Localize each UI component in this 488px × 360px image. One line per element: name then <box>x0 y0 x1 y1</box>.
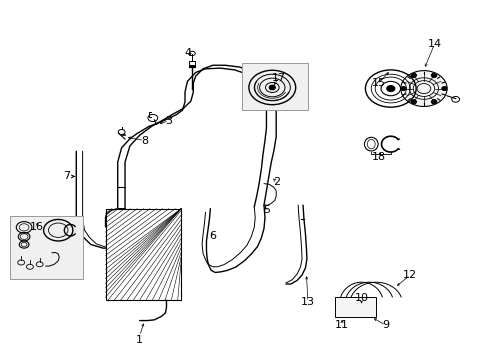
Text: 8: 8 <box>141 136 148 145</box>
Ellipse shape <box>400 71 446 107</box>
Text: 3: 3 <box>165 116 172 126</box>
Bar <box>242 63 307 110</box>
Circle shape <box>441 87 446 90</box>
Bar <box>189 61 195 64</box>
Circle shape <box>386 86 394 91</box>
Bar <box>10 216 82 279</box>
Text: 1: 1 <box>136 334 143 345</box>
Circle shape <box>431 100 436 103</box>
Text: 9: 9 <box>382 320 388 330</box>
Text: 10: 10 <box>354 293 368 303</box>
Circle shape <box>269 85 275 90</box>
Bar <box>334 297 375 317</box>
Text: 4: 4 <box>184 48 192 58</box>
Circle shape <box>431 74 436 77</box>
Circle shape <box>410 74 415 77</box>
Text: 15: 15 <box>371 78 385 88</box>
Text: 17: 17 <box>271 73 285 83</box>
Text: 12: 12 <box>403 270 416 280</box>
Text: 2: 2 <box>272 177 279 187</box>
Circle shape <box>400 87 405 90</box>
Text: 5: 5 <box>263 206 269 216</box>
Text: 16: 16 <box>30 222 44 231</box>
Text: 13: 13 <box>300 297 314 307</box>
Text: 11: 11 <box>334 320 348 330</box>
Text: 6: 6 <box>209 231 216 240</box>
Circle shape <box>410 100 415 103</box>
Text: 7: 7 <box>63 171 70 181</box>
Text: 18: 18 <box>371 152 385 162</box>
Text: 14: 14 <box>427 39 441 49</box>
Bar <box>105 209 181 300</box>
